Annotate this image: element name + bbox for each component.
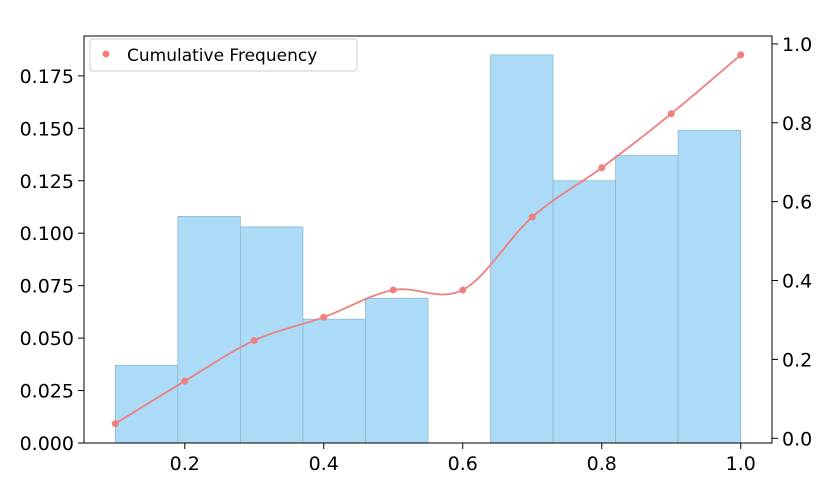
y-left-tick-label-4: 0.100: [20, 223, 74, 245]
legend: Cumulative Frequency: [89, 38, 358, 72]
y-right-tick-label-2: 0.4: [782, 271, 812, 293]
plot-frame: [83, 35, 773, 444]
cumulative-point-7: [598, 164, 606, 172]
cumulative-point-1: [181, 377, 189, 385]
bar-1: [177, 216, 241, 444]
y-left-tick-label-6: 0.150: [20, 118, 74, 140]
cumulative-frequency-line: [114, 54, 742, 425]
axes-layer: 0.2 0.4 0.6 0.8 1.0 0.000 0.025 0.050 0.075 0.100…: [20, 34, 813, 475]
bar-6: [490, 54, 554, 444]
x-tick-label-4: 1.0: [726, 453, 756, 475]
y-right-tick-label-4: 0.8: [782, 113, 812, 135]
bar-2: [239, 226, 304, 444]
legend-label-cumulative-frequency: Cumulative Frequency: [127, 46, 317, 66]
cumulative-point-0: [111, 420, 119, 428]
y-right-tick-label-0: 0.0: [782, 428, 812, 450]
y-left-tick-label-3: 0.075: [20, 276, 74, 298]
x-tick-label-1: 0.4: [309, 453, 339, 475]
x-tick-label-2: 0.6: [448, 453, 478, 475]
line-layer: [111, 51, 745, 428]
cumulative-point-6: [528, 213, 536, 221]
y-left-tick-label-2: 0.050: [20, 328, 74, 350]
bar-7: [552, 180, 617, 444]
x-tick-label-0: 0.2: [170, 453, 200, 475]
y-left-tick-label-1: 0.025: [20, 381, 74, 403]
x-tick-label-3: 0.8: [587, 453, 617, 475]
y-right-tick-label-3: 0.6: [782, 192, 812, 214]
cumulative-point-9: [737, 51, 745, 59]
bar-9: [677, 130, 742, 444]
y-right-tick-label-5: 1.0: [782, 34, 812, 56]
cumulative-point-3: [320, 313, 328, 321]
bars-layer: [114, 54, 742, 444]
bar-3: [302, 318, 366, 444]
y-left-tick-label-7: 0.175: [20, 66, 74, 88]
bar-4: [365, 297, 429, 444]
cumulative-point-2: [250, 336, 258, 344]
y-left-tick-label-5: 0.125: [20, 171, 74, 193]
cumulative-point-8: [667, 110, 675, 118]
bar-8: [615, 155, 679, 444]
cumulative-point-5: [459, 286, 467, 294]
y-right-tick-label-1: 0.2: [782, 349, 812, 371]
legend-marker: [102, 50, 110, 58]
legend-box: [89, 38, 358, 72]
y-left-tick-label-0: 0.000: [20, 433, 74, 455]
cumulative-point-4: [389, 286, 397, 294]
